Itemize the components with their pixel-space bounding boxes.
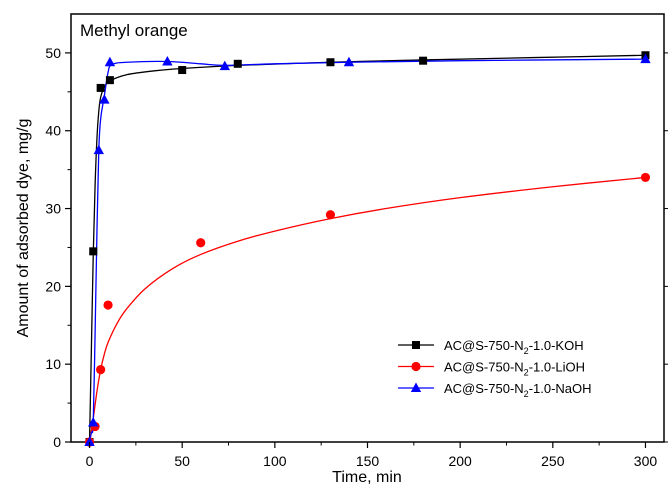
y-tick-label: 40	[45, 123, 61, 139]
data-point-series-2	[640, 53, 651, 64]
data-point-series-0	[326, 58, 335, 67]
chart-annotation: Methyl orange	[80, 21, 188, 40]
data-point-series-0	[89, 247, 98, 256]
y-tick-label: 20	[45, 278, 61, 294]
data-point-series-2	[99, 94, 110, 104]
data-point-series-2	[343, 56, 355, 67]
x-tick-label: 150	[356, 453, 380, 469]
data-point-series-1	[325, 210, 336, 220]
data-point-series-1	[103, 300, 113, 310]
x-tick-label: 200	[448, 453, 472, 469]
data-point-series-2	[84, 436, 95, 446]
legend-marker	[410, 382, 422, 392]
legend: AC@S-750-N2-1.0-KOH AC@S-750-N2-1.0-LiOH A…	[398, 338, 592, 399]
legend-label: AC@S-750-N2-1.0-NaOH	[444, 381, 592, 399]
x-tick-label: 250	[541, 453, 565, 469]
data-point-series-0	[96, 83, 105, 92]
y-axis-title: Amount of adsorbed dye, mg/g	[15, 119, 32, 338]
y-tick-label: 30	[45, 201, 61, 217]
x-tick-label: 50	[174, 453, 190, 469]
data-point-series-0	[419, 56, 428, 65]
legend-marker	[411, 361, 421, 372]
y-tick-label: 10	[45, 356, 61, 372]
x-axis-ticks: 0 50 100 150 200 250 300	[86, 442, 658, 469]
y-tick-label: 0	[53, 434, 61, 450]
data-point-series-1	[196, 238, 206, 248]
data-point-series-2	[88, 417, 99, 427]
legend-label: AC@S-750-N2-1.0-LiOH	[444, 360, 585, 378]
data-point-series-0	[233, 59, 242, 68]
y-axis-ticks: 0 10 20 30 40 50	[45, 45, 71, 450]
data-point-series-2	[162, 55, 173, 66]
data-point-series-2	[93, 144, 104, 155]
data-point-series-1	[96, 365, 106, 375]
legend-marker	[412, 341, 420, 349]
x-tick-label: 100	[263, 453, 287, 469]
data-point-series-1	[640, 172, 651, 183]
x-tick-label: 300	[634, 453, 658, 469]
data-point-series-0	[178, 66, 187, 75]
legend-label: AC@S-750-N2-1.0-KOH	[444, 338, 584, 356]
x-axis-title: Time, min	[332, 469, 402, 486]
right-axis-ticks	[664, 52, 668, 443]
y-tick-label: 50	[45, 45, 61, 61]
x-tick-label: 0	[86, 453, 94, 469]
data-point-series-2	[104, 56, 116, 67]
data-point-series-2	[219, 60, 231, 71]
data-point-series-0	[105, 76, 114, 85]
